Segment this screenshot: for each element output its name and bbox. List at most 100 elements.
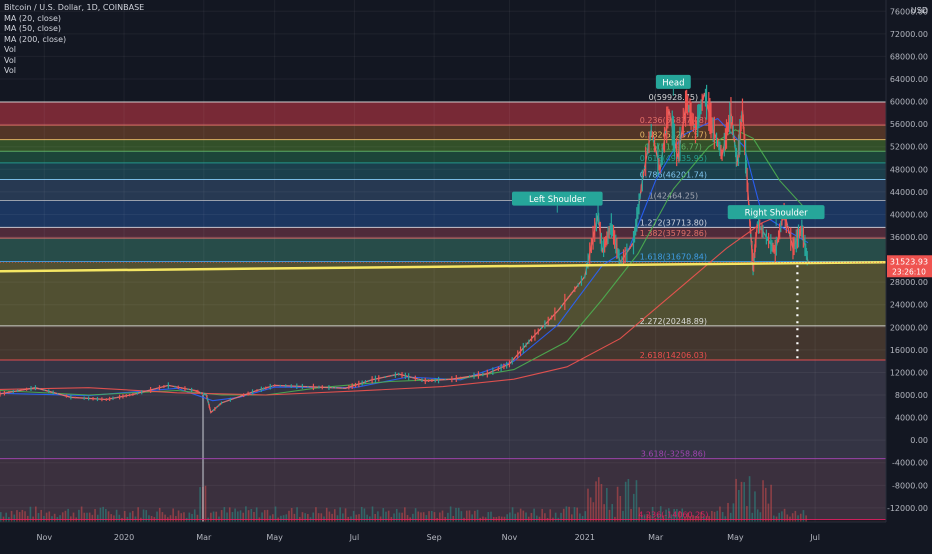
volume-bar: [285, 514, 288, 522]
y-tick-label: 68000.00: [890, 52, 928, 61]
volume-bar: [169, 515, 172, 522]
volume-bar: [571, 514, 573, 522]
x-tick-label: 2020: [114, 533, 134, 542]
volume-bar: [274, 506, 277, 522]
y-tick-label: -8000.00: [892, 481, 928, 490]
y-tick-label: -12000.00: [887, 504, 928, 513]
volume-bar: [794, 510, 797, 522]
volume-bar: [158, 507, 161, 522]
fib-zone: [0, 325, 886, 361]
volume-bar: [304, 513, 306, 522]
volume-bar: [414, 508, 417, 522]
volume-bar: [608, 509, 611, 522]
volume-bar: [161, 512, 164, 522]
indicator-vol-3[interactable]: Vol: [4, 66, 16, 75]
volume-bar: [727, 502, 729, 522]
volume-bar: [266, 509, 269, 522]
volume-bar: [630, 508, 632, 522]
x-tick-label: Mar: [648, 533, 664, 542]
volume-bar: [632, 493, 635, 522]
volume-bar: [635, 480, 638, 522]
volume-bar: [404, 507, 406, 522]
volume-bar: [562, 508, 565, 522]
x-axis-panel: [0, 522, 932, 550]
x-tick-label: Jul: [809, 533, 820, 542]
volume-bar: [118, 514, 121, 522]
volume-bar: [188, 512, 191, 522]
volume-bar: [449, 506, 452, 522]
volume-bar: [344, 508, 347, 522]
fib-level-label: 3.618(-3258.86): [641, 450, 706, 459]
x-axis: Nov 2020 Mar May Jul Sep Nov 2021 Mar May Jul: [0, 521, 932, 550]
volume-bar: [611, 504, 614, 522]
indicator-ma50[interactable]: MA (50, close): [4, 24, 62, 33]
volume-bar: [371, 506, 374, 522]
indicator-vol-1[interactable]: Vol: [4, 45, 16, 54]
volume-bar: [713, 511, 716, 522]
volume-bar: [199, 487, 201, 522]
volume-bar: [721, 511, 724, 522]
indicator-ma20[interactable]: MA (20, close): [4, 13, 62, 23]
volume-bar: [791, 513, 794, 522]
volume-bar: [212, 511, 215, 522]
volume-bar: [673, 508, 675, 522]
volume-bar: [301, 512, 304, 522]
volume-bar: [137, 507, 139, 522]
indicator-ma200[interactable]: MA (200, close): [4, 34, 67, 44]
volume-bar: [759, 512, 762, 522]
countdown-label: 23:26:10: [892, 267, 926, 276]
volume-bar: [600, 483, 603, 522]
volume-bar: [471, 514, 473, 522]
volume-bar: [342, 513, 344, 522]
volume-bar: [99, 507, 102, 522]
volume-bar: [694, 516, 697, 522]
fib-zone: [0, 261, 886, 326]
volume-bar: [172, 508, 174, 522]
fib-zone: [0, 139, 886, 152]
volume-bar: [331, 513, 333, 522]
y-tick-label: 56000.00: [890, 120, 928, 129]
volume-bar: [406, 515, 409, 522]
volume-bar: [606, 487, 608, 522]
volume-bar: [247, 510, 250, 522]
volume-bar: [395, 508, 398, 522]
volume-bar: [107, 511, 110, 522]
symbol-title[interactable]: Bitcoin / U.S. Dollar, 1D, COINBASE: [4, 3, 145, 12]
fib-zone: [0, 519, 886, 522]
volume-bar: [312, 512, 315, 522]
fib-level-label: 4.236(-14060.25): [638, 511, 708, 520]
volume-bar: [541, 508, 543, 522]
volume-bar: [164, 514, 166, 522]
indicator-vol-2[interactable]: Vol: [4, 55, 16, 65]
volume-bar: [651, 506, 654, 522]
volume-bar: [509, 512, 511, 522]
volume-bar: [96, 514, 99, 522]
volume-bar: [643, 514, 646, 522]
volume-bar: [72, 512, 75, 522]
volume-bar: [317, 513, 320, 522]
volume-bar: [474, 510, 476, 522]
volume-bar: [549, 509, 552, 522]
y-tick-label: -4000.00: [892, 459, 928, 468]
volume-bar: [175, 516, 177, 522]
volume-bar: [358, 514, 360, 522]
volume-bar: [700, 512, 702, 522]
volume-bar: [770, 484, 772, 522]
volume-bar: [363, 508, 366, 522]
volume-bar: [290, 508, 293, 522]
volume-bar: [797, 515, 799, 522]
fib-level-label: 2.618(14206.03): [640, 351, 707, 360]
volume-bar: [18, 512, 21, 522]
volume-bar: [743, 482, 745, 522]
volume-bar: [231, 512, 234, 522]
volume-bar: [382, 508, 385, 522]
volume-bar: [156, 511, 158, 522]
volume-bar: [802, 510, 805, 522]
volume-bar: [131, 510, 134, 522]
volume-bar: [748, 476, 751, 522]
volume-bar: [641, 515, 643, 522]
volume-bar: [26, 515, 29, 522]
y-tick-label: 44000.00: [890, 188, 928, 197]
volume-bar: [657, 514, 659, 522]
